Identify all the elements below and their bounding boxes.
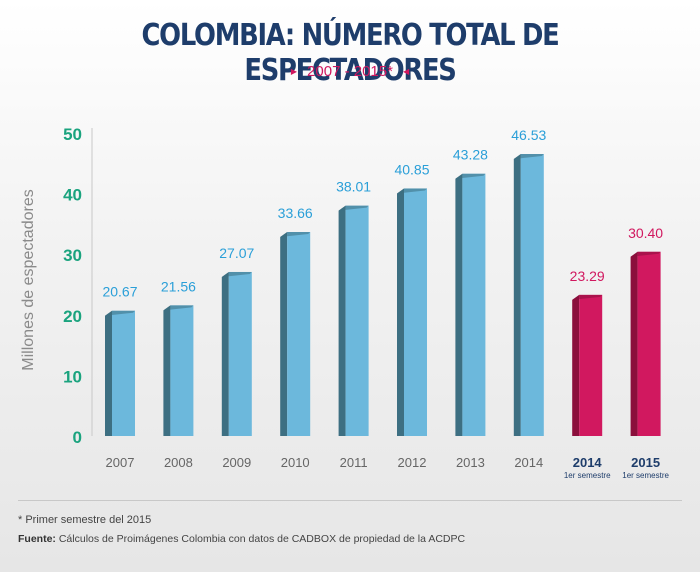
bar <box>637 251 661 436</box>
bar-side <box>572 294 580 436</box>
y-tick-label: 40 <box>63 186 82 205</box>
bar-value-label: 30.40 <box>628 225 663 241</box>
y-tick-label: 10 <box>63 367 82 386</box>
bar-value-label: 40.85 <box>394 161 429 177</box>
footnote: * Primer semestre del 2015 <box>18 514 152 526</box>
bar-side <box>221 271 229 436</box>
subtitle-text: 2007 - 2015* <box>307 63 393 80</box>
bar-top <box>338 205 369 211</box>
x-tick-label: 2015 <box>631 455 660 470</box>
source-text: Cálculos de Proimágenes Colombia con dat… <box>58 533 466 545</box>
bar-top <box>455 173 486 179</box>
bar-top <box>630 251 661 257</box>
footer-divider <box>18 500 682 501</box>
bar-top <box>397 188 427 194</box>
left-triangle-icon: ◀ <box>402 67 410 76</box>
bar-top <box>280 232 311 238</box>
bar-top <box>163 305 194 311</box>
bar <box>170 305 194 436</box>
x-tick-sublabel: 1er semestre <box>564 471 611 480</box>
y-tick-label: 50 <box>63 125 82 144</box>
bar-side <box>105 310 112 436</box>
bar-chart: 0 10 20 30 40 50 Millones de espectadores 20.67… <box>20 125 669 480</box>
bar <box>287 232 311 436</box>
x-tick-label: 2013 <box>456 455 485 470</box>
bar-value-label: 27.07 <box>219 245 254 261</box>
y-tick-label: 30 <box>63 246 82 265</box>
bar <box>404 188 427 436</box>
source-note: Fuente: Cálculos de Proimágenes Colombia… <box>18 533 465 545</box>
bar-top <box>513 154 544 160</box>
right-triangle-icon: ▶ <box>290 67 298 76</box>
x-tick-label: 2010 <box>281 455 310 470</box>
x-tick-sublabel: 1er semestre <box>622 471 669 480</box>
source-label: Fuente: <box>18 533 56 545</box>
x-tick-label: 2014 <box>514 455 543 470</box>
bar-value-label: 43.28 <box>453 147 488 163</box>
bar-value-label: 23.29 <box>570 268 605 284</box>
bar-side <box>163 305 171 436</box>
x-tick-label: 2012 <box>398 455 427 470</box>
chart-subtitle: ▶ 2007 - 2015* ◀ <box>0 63 700 80</box>
bar-side <box>455 173 463 436</box>
x-tick-label: 2008 <box>164 455 193 470</box>
bar <box>345 205 369 436</box>
bar-side <box>513 154 521 436</box>
bar-side <box>630 251 638 436</box>
bar-top <box>105 310 135 316</box>
chart-title: COLOMBIA: NÚMERO TOTAL DE ESPECTADORES <box>141 18 560 88</box>
bar <box>579 294 603 436</box>
x-tick-label: 2011 <box>340 455 368 470</box>
bar-top <box>221 271 252 277</box>
bar-side <box>280 232 288 436</box>
x-tick-label: 2009 <box>222 455 251 470</box>
bar-value-label: 20.67 <box>102 284 137 300</box>
bar-value-label: 38.01 <box>336 179 371 195</box>
x-tick-label: 2007 <box>106 455 135 470</box>
y-tick-label: 20 <box>63 307 82 326</box>
x-tick-label: 2014 <box>573 455 603 470</box>
bar <box>228 271 252 436</box>
bar-side <box>338 205 346 436</box>
bar-top <box>572 294 603 300</box>
bar <box>520 154 544 436</box>
bar-side <box>397 188 404 436</box>
bar-value-label: 21.56 <box>161 278 196 294</box>
y-axis-label: Millones de espectadores <box>20 189 37 370</box>
bar <box>462 173 486 436</box>
bar <box>112 310 135 436</box>
bar-value-label: 33.66 <box>278 205 313 221</box>
y-tick-label: 0 <box>73 428 82 447</box>
bar-value-label: 46.53 <box>511 127 546 143</box>
